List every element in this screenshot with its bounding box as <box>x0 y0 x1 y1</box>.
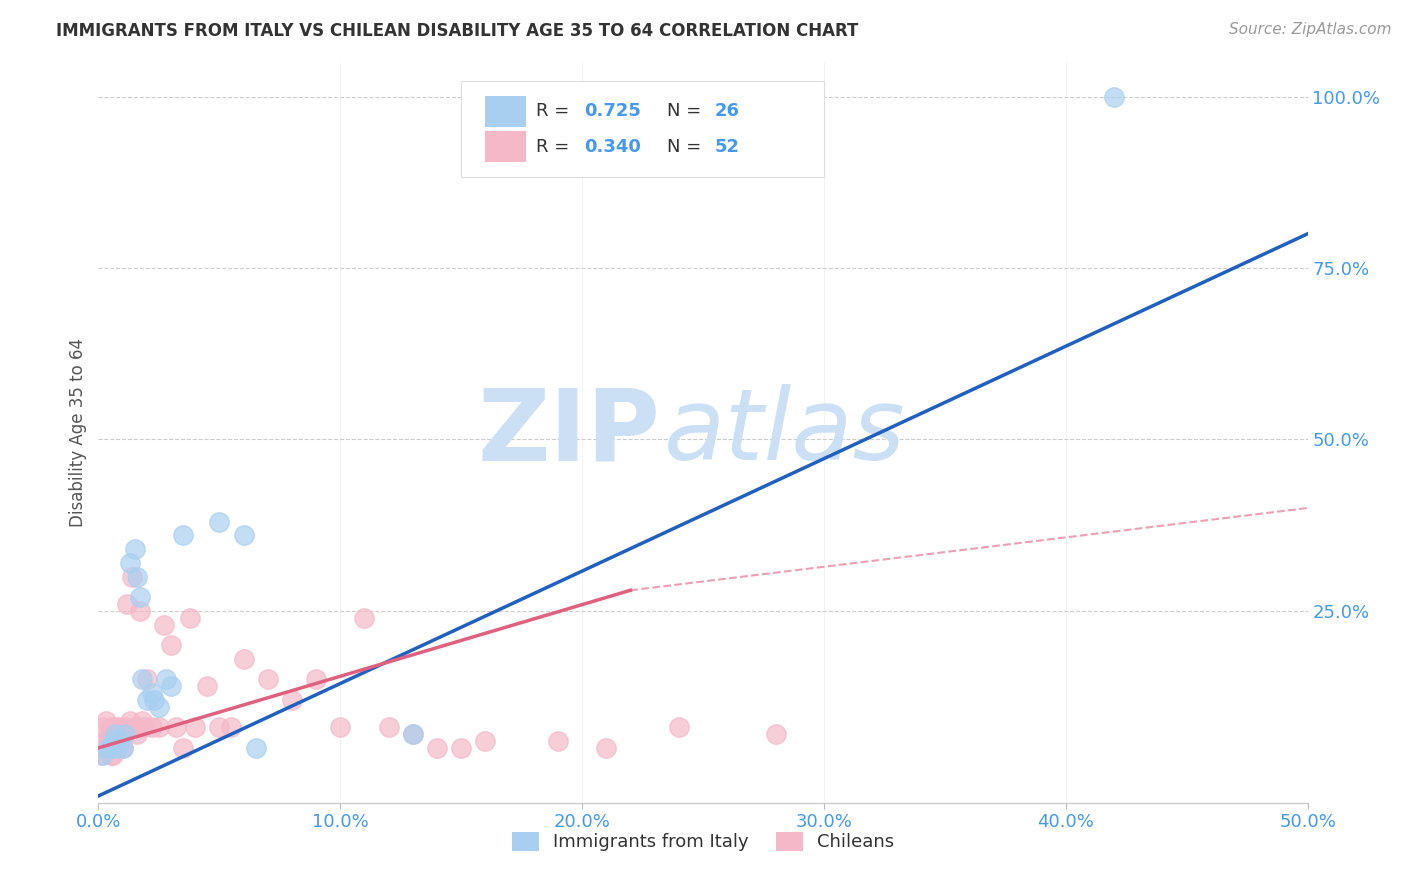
Y-axis label: Disability Age 35 to 64: Disability Age 35 to 64 <box>69 338 87 527</box>
Text: N =: N = <box>666 103 707 120</box>
Text: 0.340: 0.340 <box>585 138 641 156</box>
Legend: Immigrants from Italy, Chileans: Immigrants from Italy, Chileans <box>502 823 904 861</box>
Text: ZIP: ZIP <box>478 384 661 481</box>
Text: R =: R = <box>536 103 575 120</box>
Text: 26: 26 <box>716 103 740 120</box>
FancyBboxPatch shape <box>485 131 526 162</box>
FancyBboxPatch shape <box>485 95 526 127</box>
Text: 0.725: 0.725 <box>585 103 641 120</box>
Text: N =: N = <box>666 138 707 156</box>
FancyBboxPatch shape <box>461 81 824 178</box>
Text: 52: 52 <box>716 138 740 156</box>
Text: Source: ZipAtlas.com: Source: ZipAtlas.com <box>1229 22 1392 37</box>
Text: R =: R = <box>536 138 575 156</box>
Text: atlas: atlas <box>664 384 905 481</box>
Text: IMMIGRANTS FROM ITALY VS CHILEAN DISABILITY AGE 35 TO 64 CORRELATION CHART: IMMIGRANTS FROM ITALY VS CHILEAN DISABIL… <box>56 22 859 40</box>
